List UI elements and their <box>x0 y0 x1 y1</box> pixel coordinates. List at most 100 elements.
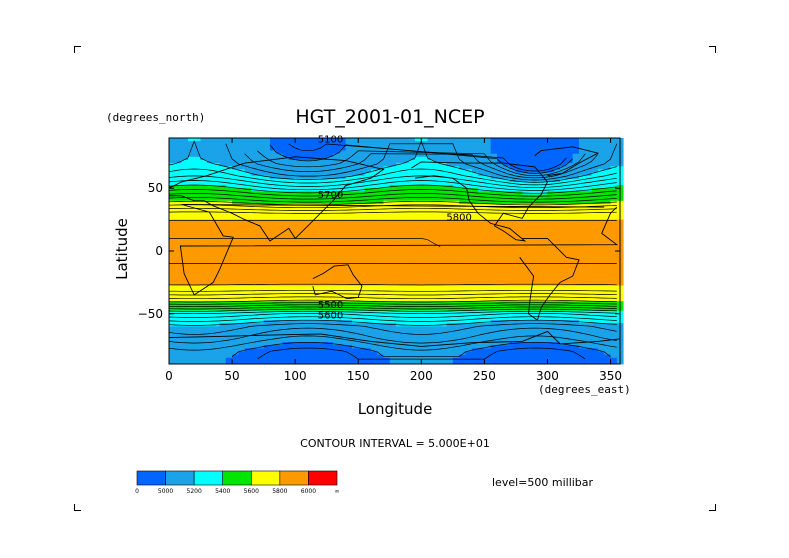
field-cell <box>263 272 271 277</box>
shaded-field <box>169 138 624 365</box>
field-cell <box>257 272 265 277</box>
field-cell <box>358 153 365 158</box>
field-cell <box>566 345 574 349</box>
field-cell <box>515 232 523 236</box>
field-cell <box>351 219 359 224</box>
field-cell <box>314 232 321 236</box>
field-cell <box>591 326 599 330</box>
field-cell <box>497 269 504 274</box>
field-cell <box>232 342 239 346</box>
field-cell <box>433 269 441 274</box>
field-cell <box>282 298 290 302</box>
field-cell <box>389 254 397 258</box>
field-cell <box>490 229 498 233</box>
field-cell <box>282 172 290 177</box>
field-cell <box>219 213 227 217</box>
field-cell <box>560 238 567 242</box>
field-cell <box>497 266 504 271</box>
field-cell <box>585 141 593 145</box>
field-cell <box>452 219 460 224</box>
field-cell <box>572 138 580 142</box>
field-cell <box>415 272 422 277</box>
field-cell <box>459 272 466 277</box>
field-cell <box>452 222 460 227</box>
field-cell <box>320 244 328 249</box>
field-cell <box>452 320 460 324</box>
field-cell <box>478 272 485 277</box>
field-cell <box>547 235 555 239</box>
field-cell <box>396 156 403 161</box>
field-cell <box>421 269 429 274</box>
field-cell <box>295 351 302 355</box>
field-cell <box>351 244 359 249</box>
field-cell <box>427 316 435 321</box>
field-cell <box>276 222 283 227</box>
field-cell <box>187 138 195 142</box>
field-cell <box>288 342 296 346</box>
field-cell <box>206 144 214 148</box>
field-cell <box>320 313 328 318</box>
field-cell <box>591 291 599 296</box>
field-cell <box>597 191 605 195</box>
field-cell <box>282 178 290 183</box>
field-cell <box>522 185 529 189</box>
field-cell <box>206 345 214 349</box>
field-cell <box>433 178 441 183</box>
field-cell <box>465 244 473 249</box>
field-cell <box>597 269 605 274</box>
field-cell <box>181 326 189 330</box>
field-cell <box>541 207 548 211</box>
field-cell <box>509 219 517 224</box>
field-cell <box>295 181 302 186</box>
field-cell <box>579 279 586 283</box>
field-cell <box>389 181 397 186</box>
field-cell <box>389 298 397 302</box>
field-cell <box>459 194 466 199</box>
field-cell <box>610 163 618 167</box>
field-cell <box>206 335 214 340</box>
field-cell <box>509 251 517 255</box>
field-cell <box>301 320 309 324</box>
field-cell <box>402 194 410 199</box>
field-cell <box>225 338 233 343</box>
field-cell <box>459 163 466 167</box>
field-cell <box>452 138 460 142</box>
field-cell <box>509 213 517 217</box>
field-cell <box>408 191 416 195</box>
field-cell <box>238 188 246 192</box>
field-cell <box>459 138 466 142</box>
field-cell <box>610 288 618 293</box>
field-cell <box>288 320 296 324</box>
field-cell <box>194 329 201 334</box>
field-cell <box>345 335 353 340</box>
field-cell <box>560 338 567 343</box>
field-cell <box>528 141 536 145</box>
field-cell <box>257 175 265 180</box>
field-cell <box>484 269 492 274</box>
field-cell <box>295 272 302 277</box>
field-cell <box>383 326 391 330</box>
field-cell <box>333 169 340 173</box>
field-cell <box>225 229 233 233</box>
field-cell <box>389 169 397 173</box>
field-cell <box>427 163 435 167</box>
field-cell <box>572 272 580 277</box>
field-cell <box>541 298 548 302</box>
field-cell <box>572 338 580 343</box>
field-cell <box>238 279 246 283</box>
field-cell <box>364 156 372 161</box>
field-cell <box>396 298 403 302</box>
field-cell <box>276 266 283 271</box>
field-cell <box>232 323 239 327</box>
field-cell <box>579 178 586 183</box>
field-cell <box>213 141 220 145</box>
field-cell <box>232 244 239 249</box>
field-cell <box>377 213 384 217</box>
field-cell <box>225 323 233 327</box>
field-cell <box>276 272 283 277</box>
field-cell <box>503 163 511 167</box>
field-cell <box>169 141 176 145</box>
field-cell <box>364 235 372 239</box>
field-cell <box>604 345 611 349</box>
field-cell <box>396 269 403 274</box>
